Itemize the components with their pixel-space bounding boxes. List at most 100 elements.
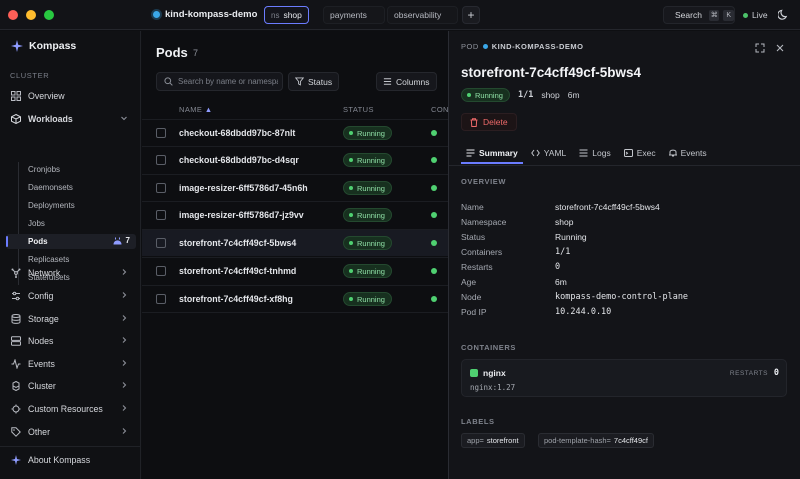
pod-title: storefront-7c4cff49cf-5bws4	[461, 65, 642, 80]
field-label-containers: Containers	[461, 247, 503, 257]
ready-count: 1/1	[517, 90, 534, 100]
field-label-node: Node	[461, 292, 482, 302]
row-checkbox[interactable]	[156, 155, 166, 165]
column-label: NAME	[179, 104, 203, 114]
sidebar-item-jobs[interactable]: Jobs	[28, 219, 45, 228]
pods-search[interactable]	[156, 72, 283, 91]
row-checkbox[interactable]	[156, 183, 166, 193]
tab-yaml[interactable]: YAML	[530, 143, 566, 162]
sidebar-item-pods[interactable]: Pods 7	[6, 234, 136, 249]
add-tab-button[interactable]: +	[462, 6, 480, 24]
sidebar-item-config[interactable]: Config	[6, 287, 136, 304]
row-checkbox[interactable]	[156, 210, 166, 220]
row-checkbox[interactable]	[156, 294, 166, 304]
minimize-window-button[interactable]	[26, 9, 36, 20]
label-value: storefront	[486, 436, 519, 445]
sidebar-item-cluster[interactable]: Cluster	[6, 377, 136, 394]
status-badge: Running	[343, 181, 392, 195]
page-title: Pods	[156, 45, 188, 60]
field-value-pod-ip: 10.244.0.10	[555, 307, 612, 317]
tab-events[interactable]: Events	[668, 143, 707, 162]
table-row[interactable]: storefront-7c4cff49cf-tnhmd Running	[142, 257, 448, 284]
close-icon[interactable]	[775, 43, 785, 53]
name-column-header[interactable]: NAME ▲	[179, 105, 213, 114]
sidebar-item-overview[interactable]: Overview	[6, 87, 136, 104]
expand-icon[interactable]	[755, 43, 765, 53]
cube-icon	[11, 113, 21, 124]
context-selector[interactable]: kind-kompass-demo	[153, 9, 257, 20]
table-row[interactable]: checkout-68dbdd97bc-d4sqr Running	[142, 146, 448, 173]
columns-button[interactable]: Columns	[376, 72, 437, 91]
sidebar-item-daemonsets[interactable]: Daemonsets	[28, 183, 73, 192]
status-filter-button[interactable]: Status	[288, 72, 340, 91]
about-link[interactable]: About Kompass	[11, 455, 90, 465]
tab-exec[interactable]: Exec	[623, 143, 656, 162]
field-value-node[interactable]: kompass-demo-control-plane	[555, 292, 689, 302]
labels-section-label: LABELS	[461, 417, 495, 426]
delete-label: Delete	[483, 117, 508, 127]
pods-list-panel: Pods 7 Status Columns NAME ▲ STATUS CONT…	[142, 31, 448, 479]
sidebar-item-cronjobs[interactable]: Cronjobs	[28, 165, 61, 174]
sidebar-item-label: Overview	[28, 90, 65, 101]
namespace-tab-observability[interactable]: observability	[387, 6, 458, 24]
about-label: About Kompass	[28, 455, 91, 465]
close-window-button[interactable]	[8, 9, 18, 20]
live-indicator[interactable]: Live	[743, 10, 768, 20]
namespace-tab-shop[interactable]: ns shop	[264, 6, 309, 24]
sidebar-item-other[interactable]: Other	[6, 423, 136, 440]
table-row[interactable]: image-resizer-6ff5786d7-45n6h Running	[142, 174, 448, 201]
sidebar-item-storage[interactable]: Storage	[6, 310, 136, 327]
namespace-tab-label: observability	[394, 10, 442, 20]
tab-summary[interactable]: Summary	[461, 143, 523, 164]
table-row[interactable]: image-resizer-6ff5786d7-jz9vv Running	[142, 201, 448, 228]
delete-button[interactable]: Delete	[461, 113, 517, 131]
sidebar-item-replicasets[interactable]: Replicasets	[28, 255, 70, 264]
zoom-window-button[interactable]	[44, 9, 54, 20]
terminal-icon	[623, 148, 633, 157]
global-search-button[interactable]: Search ⌘ K	[663, 6, 735, 24]
sidebar-item-nodes[interactable]: Nodes	[6, 332, 136, 349]
compass-star-icon	[11, 40, 23, 52]
status-badge: Running	[343, 208, 392, 222]
status-text: Running	[357, 210, 385, 220]
server-icon	[11, 335, 21, 346]
container-name: nginx	[483, 368, 506, 378]
sidebar-item-label: Events	[28, 358, 55, 369]
sidebar-item-label: Config	[28, 290, 54, 301]
sliders-icon	[12, 291, 20, 300]
status-column-header[interactable]: STATUS	[343, 104, 374, 114]
status-badge: Running	[343, 236, 392, 250]
code-icon	[530, 149, 540, 156]
row-checkbox[interactable]	[156, 128, 166, 138]
namespace-tab-payments[interactable]: payments	[323, 6, 385, 24]
sidebar-item-statefulsets[interactable]: Statefulsets	[28, 273, 70, 282]
context-name: kind-kompass-demo	[165, 9, 258, 20]
table-row-selected[interactable]: storefront-7c4cff49cf-5bws4 Running	[142, 229, 448, 256]
chevron-right-icon	[122, 269, 127, 275]
sidebar-item-custom-resources[interactable]: Custom Resources	[6, 400, 136, 417]
grid-icon	[11, 90, 21, 101]
table-row[interactable]: checkout-68dbdd97bc-87nlt Running	[142, 119, 448, 146]
field-value-restarts: 0	[555, 262, 561, 272]
label-value: 7c4cff49cf	[613, 436, 648, 445]
container-card[interactable]: nginx nginx:1.27 RESTARTS 0	[461, 359, 787, 397]
container-ready-icon	[431, 185, 437, 191]
tab-label: Summary	[479, 147, 518, 158]
moon-icon[interactable]	[778, 9, 789, 20]
pod-name: storefront-7c4cff49cf-tnhmd	[179, 266, 297, 276]
pods-total-count: 7	[193, 48, 199, 58]
search-input[interactable]	[178, 77, 278, 86]
tab-logs[interactable]: Logs	[579, 143, 611, 162]
containers-column-header[interactable]: CONTAINERS	[431, 104, 448, 114]
pod-name: storefront-7c4cff49cf-xf8hg	[179, 294, 293, 304]
sidebar-item-workloads[interactable]: Workloads	[6, 110, 136, 127]
k-key: K	[723, 9, 734, 21]
row-checkbox[interactable]	[156, 238, 166, 248]
row-checkbox[interactable]	[156, 266, 166, 276]
sidebar-item-network[interactable]: Network	[6, 264, 136, 281]
chevron-right-icon	[122, 315, 127, 321]
table-row[interactable]: storefront-7c4cff49cf-xf8hg Running	[142, 285, 448, 312]
sidebar-item-events[interactable]: Events	[6, 355, 136, 372]
sidebar-item-deployments[interactable]: Deployments	[28, 201, 75, 210]
tab-label: Events	[680, 147, 707, 158]
